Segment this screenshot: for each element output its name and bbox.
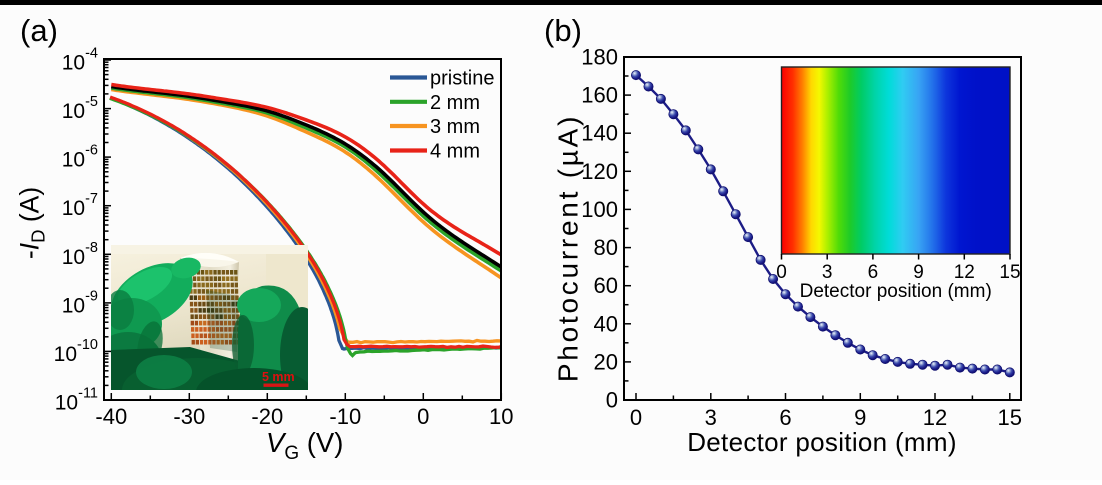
- svg-text:20: 20: [594, 349, 618, 374]
- svg-text:(b): (b): [544, 13, 582, 48]
- svg-text:0: 0: [776, 262, 787, 283]
- svg-text:0: 0: [417, 404, 429, 429]
- svg-text:2 mm: 2 mm: [430, 92, 480, 114]
- svg-text:4 mm: 4 mm: [430, 141, 480, 163]
- svg-text:12: 12: [954, 262, 975, 283]
- svg-text:40: 40: [594, 311, 618, 336]
- svg-text:60: 60: [594, 273, 618, 298]
- svg-text:0: 0: [606, 388, 618, 413]
- svg-text:Detector position (mm): Detector position (mm): [687, 427, 957, 457]
- svg-text:180: 180: [581, 45, 618, 70]
- svg-text:6: 6: [779, 405, 791, 430]
- svg-text:VG (V): VG (V): [266, 427, 343, 464]
- svg-text:-ID (A): -ID (A): [15, 187, 49, 259]
- svg-text:-10: -10: [329, 404, 361, 429]
- svg-text:120: 120: [581, 159, 618, 184]
- svg-text:-40: -40: [95, 404, 127, 429]
- svg-text:9: 9: [913, 262, 924, 283]
- svg-text:-20: -20: [251, 404, 283, 429]
- svg-text:15: 15: [999, 262, 1020, 283]
- svg-text:0: 0: [630, 405, 642, 430]
- svg-text:(a): (a): [20, 13, 58, 48]
- svg-text:15: 15: [998, 405, 1022, 430]
- svg-text:80: 80: [594, 235, 618, 260]
- svg-text:pristine: pristine: [430, 68, 494, 90]
- svg-text:12: 12: [923, 405, 947, 430]
- svg-text:9: 9: [854, 405, 866, 430]
- svg-text:3: 3: [822, 262, 833, 283]
- svg-text:5 mm: 5 mm: [262, 370, 295, 384]
- svg-text:3: 3: [705, 405, 717, 430]
- svg-text:6: 6: [868, 262, 879, 283]
- svg-text:-30: -30: [173, 404, 205, 429]
- svg-text:Photocurrent (µA): Photocurrent (µA): [553, 114, 584, 382]
- svg-text:10: 10: [489, 404, 513, 429]
- svg-text:Detector position (mm): Detector position (mm): [800, 281, 992, 302]
- svg-text:100: 100: [581, 197, 618, 222]
- svg-text:160: 160: [581, 83, 618, 108]
- svg-text:140: 140: [581, 121, 618, 146]
- svg-text:3 mm: 3 mm: [430, 116, 480, 138]
